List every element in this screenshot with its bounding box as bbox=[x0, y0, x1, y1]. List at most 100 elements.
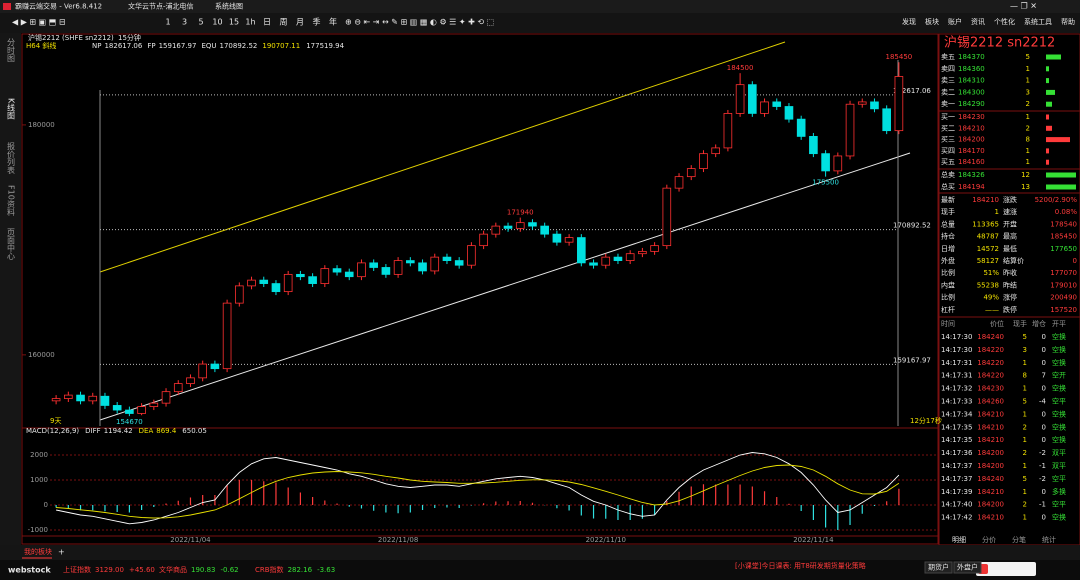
account-label[interactable]: 外盘户 bbox=[957, 563, 978, 572]
ime-bar bbox=[976, 562, 1036, 576]
book-price: 184360 bbox=[958, 65, 985, 73]
window-controls[interactable]: — ❐ ✕ bbox=[1010, 2, 1037, 11]
period-button[interactable]: 日 bbox=[263, 18, 271, 27]
candle-body bbox=[418, 262, 427, 272]
book-bar bbox=[1046, 78, 1049, 84]
candle-body bbox=[76, 394, 85, 402]
view-label[interactable]: 系统线图 bbox=[215, 2, 243, 11]
candle-body bbox=[784, 106, 794, 120]
index-name: 文华商品 bbox=[159, 565, 187, 574]
tool-icons[interactable]: ⊕ ⊖ ⇤ ⇥ ↔ ✎ ⊞ ▥ ▦ ◐ ⚙ ☰ ✦ ✚ ⟲ ⬚ bbox=[345, 18, 494, 27]
period-button[interactable]: 3 bbox=[182, 18, 187, 27]
quote-tab[interactable]: 统计 bbox=[1042, 535, 1056, 544]
book-price: 184230 bbox=[958, 113, 985, 121]
chart-period[interactable]: 15分钟 bbox=[118, 33, 141, 42]
candle-body bbox=[308, 276, 317, 284]
stat-value: 58127 bbox=[977, 257, 999, 265]
left-tab[interactable]: 页面中心 bbox=[7, 228, 16, 260]
menu-item[interactable]: 个性化 bbox=[994, 17, 1015, 26]
quote-tab[interactable]: 分价 bbox=[982, 535, 996, 544]
left-tab[interactable]: 报价列表 bbox=[7, 141, 16, 175]
candle-body bbox=[430, 256, 440, 272]
stat-label: 外盘 bbox=[941, 256, 955, 265]
book-price: 184370 bbox=[958, 53, 985, 61]
stat-label: 开盘 bbox=[1003, 219, 1017, 228]
high-label: 185450 bbox=[886, 53, 913, 61]
node-label[interactable]: 文华云节点-浦北电信 bbox=[128, 2, 194, 11]
trade-cell: 14:17:33 bbox=[941, 398, 972, 406]
board-tab[interactable]: 我的板块 bbox=[24, 547, 52, 556]
menu-item[interactable]: 系统工具 bbox=[1024, 17, 1052, 26]
trade-cell: 空换 bbox=[1052, 345, 1066, 354]
menu-item[interactable]: 资讯 bbox=[971, 17, 985, 26]
account-button[interactable] bbox=[953, 561, 982, 574]
trade-cell: 184230 bbox=[977, 385, 1004, 393]
stat-value: 185450 bbox=[1050, 233, 1077, 241]
trade-cell: 双平 bbox=[1052, 449, 1066, 457]
stat-value: 5200/2.90% bbox=[1035, 196, 1078, 204]
macd-value: 650.05 bbox=[182, 427, 207, 435]
trade-cell: 2 bbox=[1023, 449, 1027, 457]
period-button[interactable]: 月 bbox=[296, 18, 304, 27]
trade-cell: 1 bbox=[1023, 385, 1027, 393]
logo: webstock bbox=[8, 566, 51, 575]
trade-cell: 0 bbox=[1042, 423, 1046, 431]
high-label: 171940 bbox=[507, 209, 534, 217]
candle-body bbox=[552, 233, 562, 243]
period-button[interactable]: 周 bbox=[280, 18, 288, 27]
account-label[interactable]: 期货户 bbox=[928, 563, 949, 572]
stat-value: 200490 bbox=[1050, 294, 1077, 302]
app-icon bbox=[3, 3, 11, 10]
period-button[interactable]: 1h bbox=[245, 18, 255, 27]
period-button[interactable]: 年 bbox=[329, 17, 337, 27]
trade-cell: 1 bbox=[1023, 410, 1027, 418]
candle-body bbox=[882, 108, 891, 132]
stat-value: 51% bbox=[983, 269, 999, 277]
news-ticker[interactable]: [小课堂]今日课表: 用T8研发期货量化策略 bbox=[735, 561, 866, 570]
trade-cell: 184210 bbox=[977, 514, 1004, 522]
quote-tab[interactable]: 明细 bbox=[952, 535, 966, 544]
stat-label: 比例 bbox=[941, 268, 955, 277]
menu-item[interactable]: 发现 bbox=[902, 17, 916, 26]
candle-body bbox=[198, 363, 207, 379]
stat-label: 日增 bbox=[941, 244, 955, 253]
low-label: 175500 bbox=[812, 179, 839, 187]
book-label: 卖五 bbox=[941, 53, 955, 61]
left-tab[interactable]: F10资料 bbox=[7, 185, 16, 217]
trade-cell: 14:17:31 bbox=[941, 372, 972, 380]
period-button[interactable]: 15 bbox=[229, 18, 239, 27]
trade-cell: 双平 bbox=[1052, 462, 1066, 470]
period-button[interactable]: 1 bbox=[165, 18, 170, 27]
period-button[interactable]: 季 bbox=[313, 17, 321, 27]
menu-item[interactable]: 帮助 bbox=[1061, 17, 1075, 26]
candle-body bbox=[674, 176, 684, 189]
toolbar bbox=[0, 13, 1080, 33]
index-value: 190.83 bbox=[191, 566, 216, 574]
trade-cell: 0 bbox=[1042, 410, 1046, 418]
nav-arrows[interactable]: ◀ ▶ ⊞ ▣ ⬒ ⊟ bbox=[12, 18, 66, 27]
trade-cell: 184200 bbox=[977, 449, 1004, 457]
account-button[interactable] bbox=[924, 561, 953, 574]
level-label: 182617.06 bbox=[893, 87, 931, 95]
left-tab[interactable]: 分时图 bbox=[7, 38, 16, 63]
menu-item[interactable]: 板块 bbox=[925, 17, 939, 26]
quote-tab[interactable]: 分笔 bbox=[1012, 535, 1026, 544]
book-label: 总买 bbox=[941, 182, 955, 191]
menu-item[interactable]: 账户 bbox=[948, 17, 962, 26]
diff-line bbox=[56, 452, 900, 525]
candle-body bbox=[406, 260, 415, 264]
trade-cell: 空换 bbox=[1052, 409, 1066, 418]
candle-body bbox=[735, 84, 745, 114]
candle-body bbox=[271, 283, 281, 293]
trade-cell: 空换 bbox=[1052, 422, 1066, 431]
left-tab[interactable]: K线图 bbox=[7, 98, 16, 120]
stat-value: 184210 bbox=[972, 196, 999, 204]
candle-body bbox=[491, 225, 501, 235]
level-value: 159167.97 bbox=[159, 42, 197, 50]
trade-cell: 184240 bbox=[977, 475, 1004, 483]
period-button[interactable]: 5 bbox=[198, 18, 203, 27]
trade-cell: 14:17:42 bbox=[941, 514, 972, 522]
period-button[interactable]: 10 bbox=[212, 18, 222, 27]
add-tab[interactable]: + bbox=[58, 548, 65, 557]
index-name: 上证指数 bbox=[63, 565, 91, 574]
